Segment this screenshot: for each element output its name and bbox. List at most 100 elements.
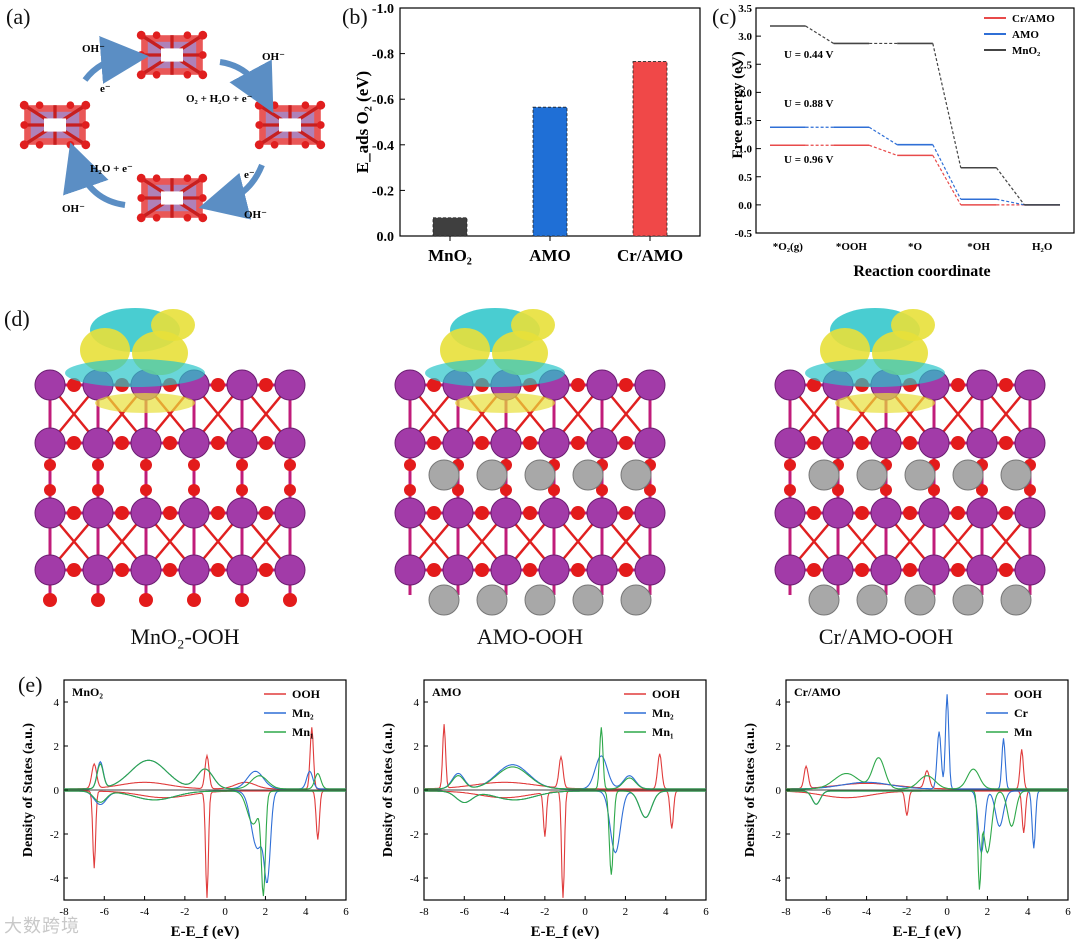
mn-atom bbox=[870, 497, 902, 529]
charge-cyan bbox=[425, 359, 565, 387]
xtick-label-c: *OOH bbox=[836, 241, 868, 253]
mn-atom bbox=[774, 427, 806, 459]
mn-atom bbox=[130, 427, 162, 459]
dos-title: Cr/AMO bbox=[794, 685, 841, 699]
plot-frame-c bbox=[755, 7, 1075, 234]
o-atom bbox=[427, 436, 441, 450]
o-atom bbox=[187, 593, 201, 607]
ytick-label-e: 4 bbox=[54, 697, 60, 709]
o-atom bbox=[1024, 484, 1036, 496]
mn-atom bbox=[966, 554, 998, 586]
annotation-u044: U = 0.44 V bbox=[784, 49, 834, 61]
xtick-label-e: 0 bbox=[944, 906, 950, 918]
ytick-label-c: 2.5 bbox=[738, 59, 752, 71]
xtick-label-e: -8 bbox=[59, 906, 69, 918]
xtick-label-e: -2 bbox=[540, 906, 549, 918]
o-atom bbox=[999, 378, 1013, 392]
o-atom bbox=[880, 484, 892, 496]
ag-atom bbox=[856, 459, 888, 491]
dos-down-2 bbox=[786, 790, 1068, 890]
mn-atom bbox=[822, 427, 854, 459]
mn-atom bbox=[586, 369, 618, 401]
o-atom bbox=[807, 563, 821, 577]
o-atom bbox=[596, 484, 608, 496]
o-atom bbox=[67, 563, 81, 577]
ag-atom bbox=[620, 584, 652, 616]
xtick-label-e: 6 bbox=[703, 906, 709, 918]
connector-1-2 bbox=[932, 144, 962, 200]
o-atom bbox=[115, 563, 129, 577]
o-atom bbox=[404, 484, 416, 496]
o-atom bbox=[903, 436, 917, 450]
o-atom bbox=[807, 506, 821, 520]
o-atom bbox=[928, 484, 940, 496]
ag-atom bbox=[476, 459, 508, 491]
xtick-label-e: -6 bbox=[460, 906, 470, 918]
o-atom bbox=[259, 436, 273, 450]
xtick-label-e: 4 bbox=[663, 906, 669, 918]
o-atom bbox=[619, 563, 633, 577]
arrow-right-bottom bbox=[198, 163, 265, 220]
mn-atom bbox=[394, 497, 426, 529]
mn-atom bbox=[82, 497, 114, 529]
ylabel-c: Free energy (eV) bbox=[730, 51, 746, 158]
mn-atom bbox=[442, 497, 474, 529]
mn-atom bbox=[394, 369, 426, 401]
o-atom bbox=[951, 378, 965, 392]
ylabel-e: Density of States (a.u.) bbox=[743, 723, 758, 857]
dos-title: AMO bbox=[432, 685, 461, 699]
ytick-label-c: 0.0 bbox=[738, 200, 752, 212]
ag-atom bbox=[904, 459, 936, 491]
mn-atom bbox=[274, 497, 306, 529]
mn-atom bbox=[634, 497, 666, 529]
xtick-label-e: 2 bbox=[623, 906, 629, 918]
legend-label-e: Mn bbox=[1014, 725, 1032, 739]
mn-atom bbox=[34, 369, 66, 401]
category-label-b: AMO bbox=[529, 246, 571, 265]
o-atom bbox=[571, 506, 585, 520]
o-atom bbox=[475, 563, 489, 577]
o-atom bbox=[903, 563, 917, 577]
xlabel-e: E-E_f (eV) bbox=[893, 924, 962, 940]
xlabel-e: E-E_f (eV) bbox=[171, 924, 240, 940]
dos-chart-2: -8 -6 -4 -2 0 2 4 6 -4 -2 0 2 4 E-E_f (eV) Density of … bbox=[743, 679, 1071, 940]
legend-label-e: OOH bbox=[1014, 687, 1043, 701]
o-atom bbox=[211, 563, 225, 577]
ag-atom bbox=[808, 459, 840, 491]
arrow-left-top bbox=[82, 35, 149, 84]
mn-atom bbox=[634, 554, 666, 586]
o-atom bbox=[855, 506, 869, 520]
o-atom bbox=[571, 378, 585, 392]
ytick-label-e: 4 bbox=[776, 697, 782, 709]
mn-atom bbox=[226, 427, 258, 459]
ag-atom bbox=[572, 459, 604, 491]
caption-mno2-ooh: MnO₂-OOH bbox=[130, 624, 240, 649]
ag-atom bbox=[1000, 584, 1032, 616]
o-atom bbox=[235, 593, 249, 607]
xtick-label-e: -2 bbox=[180, 906, 189, 918]
ag-atom bbox=[620, 459, 652, 491]
legend-label-e: Mn₂ bbox=[652, 706, 674, 720]
o-atom bbox=[283, 593, 297, 607]
connector-0-1 bbox=[869, 144, 898, 156]
mn-atom bbox=[226, 497, 258, 529]
xtick-label-e: -2 bbox=[902, 906, 911, 918]
o-atom bbox=[523, 506, 537, 520]
mn-atom bbox=[538, 497, 570, 529]
ylabel-b: E_ads O₂ (eV) bbox=[353, 71, 372, 173]
o-atom bbox=[259, 563, 273, 577]
ag-atom bbox=[856, 584, 888, 616]
mn-atom bbox=[774, 554, 806, 586]
ag-atom bbox=[524, 459, 556, 491]
ytick-label-e: 2 bbox=[54, 741, 60, 753]
xtick-label-e: -4 bbox=[862, 906, 872, 918]
ytick-label-b: -1.0 bbox=[372, 2, 394, 17]
o-atom bbox=[163, 506, 177, 520]
panel-label-e: (e) bbox=[18, 672, 43, 697]
dos-down-0 bbox=[786, 790, 1068, 833]
xtick-label-e: -6 bbox=[100, 906, 110, 918]
o-atom bbox=[571, 563, 585, 577]
ytick-label-b: 0.0 bbox=[377, 230, 395, 245]
o-atom bbox=[475, 436, 489, 450]
o-atom bbox=[951, 436, 965, 450]
